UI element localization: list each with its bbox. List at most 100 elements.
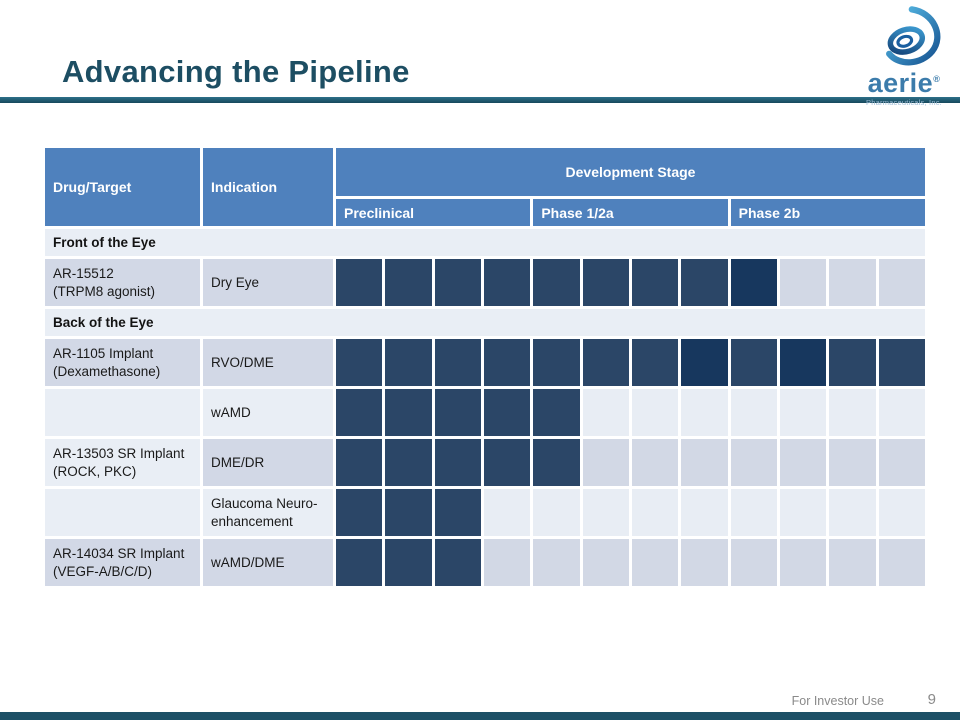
stage-square-empty [829,489,876,536]
stage-square-filled [434,259,481,306]
development-progress-track [336,539,925,586]
stage-square-filled [829,339,876,386]
stage-square-filled [730,259,777,306]
stage-square-empty [582,539,629,586]
stage-square-filled [533,339,580,386]
stage-square-filled [385,259,432,306]
stage-square-filled [336,339,383,386]
stage-square-filled [434,489,481,536]
drug-target-line: (TRPM8 agonist) [53,283,156,299]
drug-target-line: AR-14034 SR Implant [53,545,185,561]
stage-square-empty [730,439,777,486]
header-phase-preclinical: Preclinical [336,199,531,226]
stage-square-empty [829,259,876,306]
table-body: Front of the Eye AR-15512 (TRPM8 agonist) D… [45,229,925,586]
stage-square-empty [829,439,876,486]
stage-square-filled [336,389,383,436]
stage-square-empty [779,259,827,306]
stage-square-filled [385,439,432,486]
stage-square-empty [878,389,925,436]
stage-square-filled [385,389,432,436]
stage-square-filled [434,439,481,486]
stage-square-filled [385,539,432,586]
logo-wordmark: aerie® [867,68,941,98]
pipeline-row: AR-1105 Implant (Dexamethasone) RVO/DME [45,339,925,386]
stage-square-empty [533,489,580,536]
pipeline-row: wAMD [45,389,925,436]
stage-square-filled [483,339,531,386]
drug-target-cell [45,489,200,536]
indication-cell: wAMD [203,389,333,436]
indication-label: RVO/DME [211,354,274,370]
pipeline-row: AR-15512 (TRPM8 agonist) Dry Eye [45,259,925,306]
stage-square-filled [483,259,531,306]
stage-square-filled [483,389,531,436]
stage-square-empty [730,489,777,536]
stage-square-empty [681,539,728,586]
indication-label: Dry Eye [211,274,260,290]
pipeline-table: Drug/Target Indication Development Stage… [45,148,925,586]
aerie-swirl-icon [886,6,941,66]
drug-target-line: (Dexamethasone) [53,363,161,379]
stage-square-empty [631,489,679,536]
drug-target-cell [45,389,200,436]
stage-square-empty [483,489,531,536]
registered-mark: ® [933,74,941,84]
page-number: 9 [927,691,936,708]
header-phase-2b: Phase 2b [730,199,925,226]
company-logo: aerie® Pharmaceuticals, Inc. [854,6,954,107]
header-drug-target: Drug/Target [45,148,200,226]
table-header: Drug/Target Indication Development Stage… [45,148,925,226]
stage-square-empty [631,539,679,586]
stage-square-empty [681,489,728,536]
bottom-accent-bar [0,712,960,720]
drug-target-line: AR-1105 Implant [53,345,154,361]
development-progress-track [336,259,925,306]
stage-square-empty [631,389,679,436]
development-progress-track [336,339,925,386]
stage-square-filled [779,339,827,386]
stage-square-empty [779,539,827,586]
stage-square-filled [631,339,679,386]
title-rule [0,97,960,103]
stage-square-empty [878,489,925,536]
stage-square-empty [878,539,925,586]
stage-square-empty [681,439,728,486]
stage-square-filled [582,339,629,386]
section-header: Front of the Eye [45,229,925,256]
stage-square-empty [730,389,777,436]
indication-label: wAMD/DME [211,554,285,570]
drug-target-cell: AR-15512 (TRPM8 agonist) [45,259,200,306]
drug-target-line: AR-15512 [53,265,114,281]
stage-square-filled [483,439,531,486]
stage-square-empty [779,389,827,436]
stage-square-empty [878,439,925,486]
stage-square-filled [385,489,432,536]
stage-square-filled [434,339,481,386]
stage-square-filled [434,539,481,586]
pipeline-row: AR-13503 SR Implant (ROCK, PKC) DME/DR [45,439,925,486]
indication-cell: RVO/DME [203,339,333,386]
stage-square-filled [533,439,580,486]
header-indication: Indication [203,148,333,226]
stage-square-empty [779,439,827,486]
development-progress-track [336,489,925,536]
drug-target-line: AR-13503 SR Implant [53,445,185,461]
development-progress-track [336,439,925,486]
stage-square-empty [582,439,629,486]
pipeline-row: Glaucoma Neuro-enhancement [45,489,925,536]
development-progress-track [336,389,925,436]
stage-square-empty [730,539,777,586]
header-phase-1-2a: Phase 1/2a [533,199,728,226]
pipeline-row: AR-14034 SR Implant (VEGF-A/B/C/D) wAMD/DM… [45,539,925,586]
stage-square-filled [878,339,925,386]
drug-target-cell: AR-13503 SR Implant (ROCK, PKC) [45,439,200,486]
indication-label: Glaucoma Neuro-enhancement [211,495,318,529]
stage-square-filled [434,389,481,436]
stage-square-filled [336,539,383,586]
footer-label: For Investor Use [791,694,884,708]
indication-label: wAMD [211,404,251,420]
stage-square-filled [385,339,432,386]
header-phase-row: Preclinical Phase 1/2a Phase 2b [336,199,925,226]
